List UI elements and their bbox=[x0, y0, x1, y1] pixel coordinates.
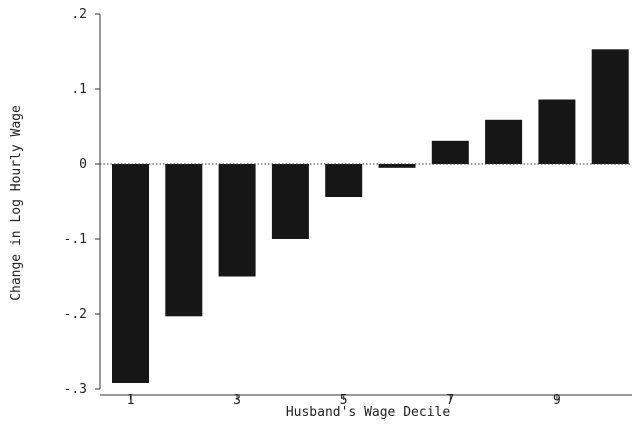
bar-decile-9 bbox=[538, 99, 576, 164]
x-tick-label: 7 bbox=[446, 393, 454, 408]
x-tick-label: 5 bbox=[340, 393, 348, 408]
y-tick-label: .1 bbox=[71, 82, 87, 97]
y-tick-label: .2 bbox=[71, 7, 87, 22]
bar-decile-1 bbox=[112, 164, 149, 383]
bar-decile-6 bbox=[378, 164, 416, 168]
bar-decile-5 bbox=[325, 164, 363, 197]
x-axis-label: Husband's Wage Decile bbox=[286, 405, 451, 420]
y-tick-label: -.1 bbox=[64, 232, 87, 247]
y-tick-label: -.3 bbox=[64, 382, 87, 397]
x-tick-label: 3 bbox=[233, 393, 241, 408]
y-tick-label: -.2 bbox=[64, 307, 87, 322]
bar-decile-10 bbox=[591, 49, 629, 165]
y-axis-label: Change in Log Hourly Wage bbox=[9, 105, 24, 301]
bar-decile-8 bbox=[485, 119, 523, 164]
bar-decile-4 bbox=[271, 164, 309, 239]
bar-decile-7 bbox=[431, 140, 469, 165]
y-tick-label: 0 bbox=[79, 157, 87, 172]
bar-decile-2 bbox=[165, 164, 203, 317]
bar-decile-3 bbox=[218, 164, 256, 277]
x-tick-label: 9 bbox=[553, 393, 561, 408]
axes: -.3 -.2 -.1 0 .1 .2 1 3 5 7 9 bbox=[64, 7, 632, 408]
x-tick-label: 1 bbox=[127, 393, 135, 408]
bars bbox=[112, 49, 629, 383]
